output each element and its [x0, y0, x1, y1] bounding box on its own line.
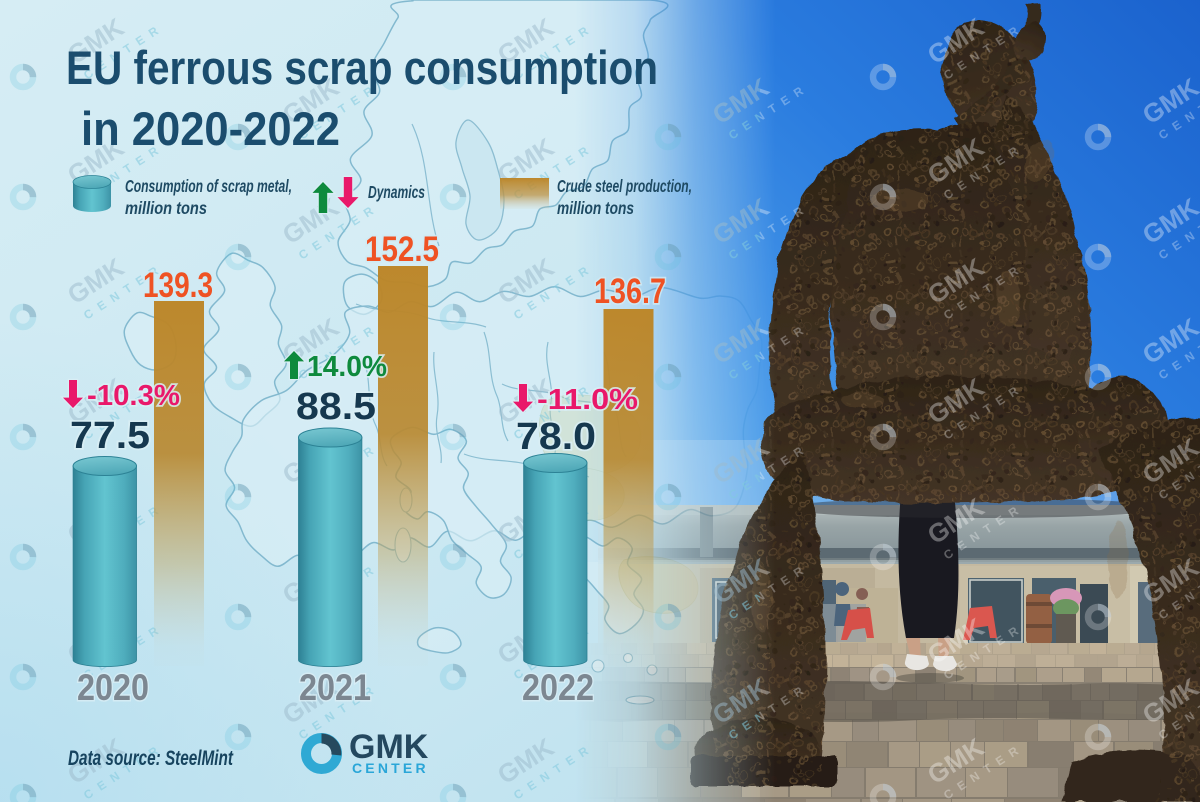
svg-text:Crude steel production,: Crude steel production,: [557, 176, 692, 196]
svg-text:139.3: 139.3: [143, 266, 213, 305]
svg-text:77.5: 77.5: [70, 415, 150, 457]
svg-text:136.7: 136.7: [594, 272, 666, 311]
svg-text:2022: 2022: [522, 667, 594, 708]
svg-text:2021: 2021: [299, 667, 371, 708]
svg-text:GMK: GMK: [349, 728, 429, 766]
svg-text:2020: 2020: [77, 667, 149, 708]
svg-text:EU ferrous scrap consumption: EU ferrous scrap consumption: [66, 41, 658, 94]
svg-text:88.5: 88.5: [296, 386, 376, 428]
svg-text:million tons: million tons: [557, 198, 634, 218]
svg-text:million tons: million tons: [125, 198, 207, 218]
svg-text:Dynamics: Dynamics: [368, 182, 425, 202]
svg-text:Data source: SteelMint: Data source: SteelMint: [68, 747, 234, 770]
svg-text:-10.3%: -10.3%: [87, 380, 180, 412]
svg-text:78.0: 78.0: [516, 416, 596, 458]
svg-text:152.5: 152.5: [365, 230, 439, 269]
svg-text:CENTER: CENTER: [352, 760, 429, 776]
svg-text:14.0%: 14.0%: [307, 351, 387, 383]
svg-text:Consumption of scrap metal,: Consumption of scrap metal,: [125, 176, 292, 196]
svg-text:in 2020-2022: in 2020-2022: [81, 102, 340, 155]
svg-text:-11.0%: -11.0%: [537, 384, 638, 416]
